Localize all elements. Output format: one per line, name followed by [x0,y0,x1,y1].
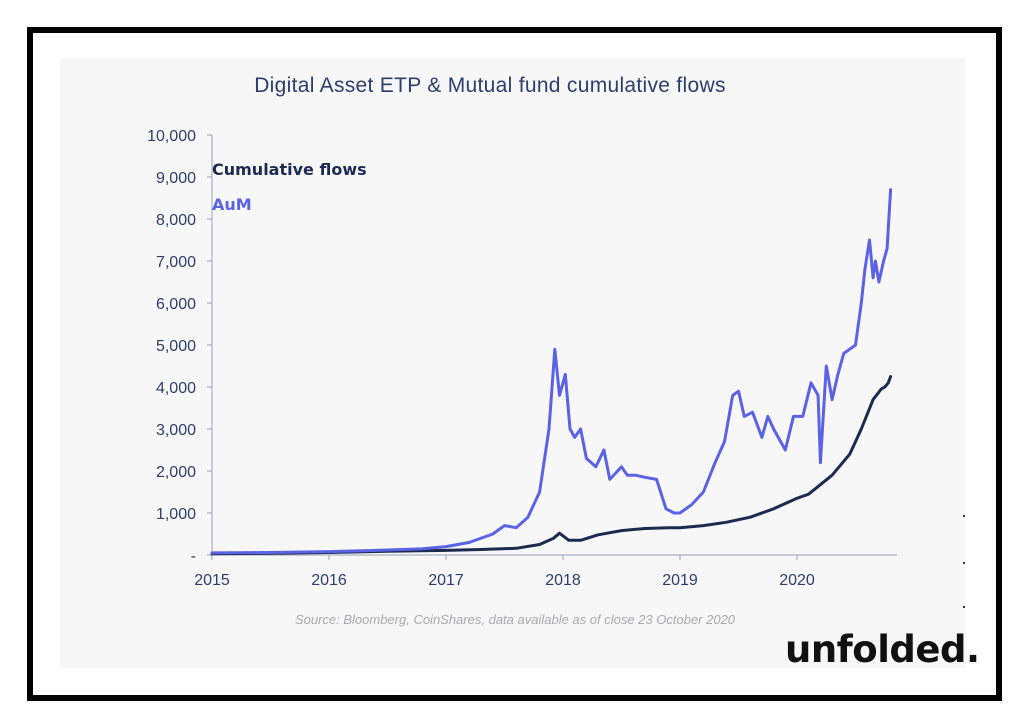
y-tick-label: 7,000 [156,254,196,271]
y-tick-label: 2,000 [156,464,196,481]
edge-dot [963,515,965,517]
source-note: Source: Bloomberg, CoinShares, data avai… [294,612,736,627]
cumulative-flows-line [210,375,893,556]
x-tick-label: 2017 [428,572,464,589]
series-lines [210,188,893,556]
y-tick-label: 4,000 [156,380,196,397]
y-tick-label: 1,000 [156,506,196,523]
y-axis: - 1,000 2,000 3,000 4,000 5,000 6,000 7,000 8,00… [147,128,213,565]
edge-dot [963,562,965,564]
x-tick-label: 2016 [311,572,347,589]
y-tick-label: 3,000 [156,422,196,439]
y-tick-label: 10,000 [147,128,196,145]
x-tick-label: 2020 [779,572,815,589]
chart-panel [60,58,965,668]
y-tick-label: 6,000 [156,296,196,313]
y-tick-label: 9,000 [156,170,196,187]
x-axis: 2015 2016 2017 2018 2019 2020 [194,554,897,589]
brand-logo: unfolded. [785,628,980,671]
y-tick-label: 5,000 [156,338,196,355]
y-tick-label: - [191,548,196,565]
x-tick-label: 2015 [194,572,230,589]
legend-cumulative-flows: Cumulative flows [212,160,367,179]
x-tick-label: 2018 [545,572,581,589]
x-tick-label: 2019 [662,572,698,589]
y-tick-label: 8,000 [156,212,196,229]
chart-title: Digital Asset ETP & Mutual fund cumulati… [254,74,726,97]
edge-dot [963,606,965,608]
aum-line [210,188,893,555]
legend-aum: AuM [212,195,252,214]
